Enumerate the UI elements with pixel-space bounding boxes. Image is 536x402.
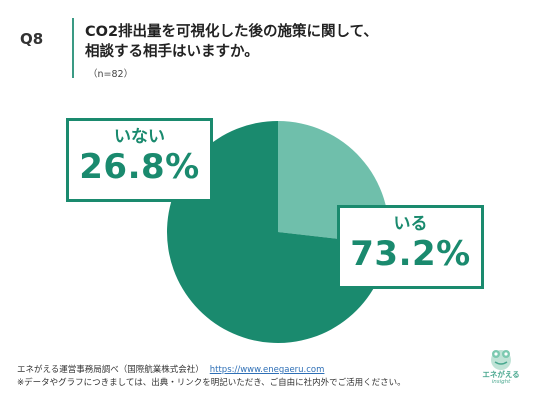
- pie-slice-iru: [166, 121, 389, 344]
- footer: エネがえる運営事務局調べ（国際航業株式会社） https://www.enegae…: [17, 364, 406, 390]
- footer-url-link[interactable]: https://www.enegaeru.com: [209, 365, 325, 375]
- callout-iru-value: 73.2%: [350, 234, 471, 274]
- question-number: Q8: [20, 30, 44, 48]
- question-title-line-1: CO2排出量を可視化した後の施策に関して、: [85, 24, 378, 40]
- enegaeru-frog-logo-icon: [491, 350, 511, 370]
- logo-subtext: insight: [491, 379, 511, 385]
- footer-source-line: エネがえる運営事務局調べ（国際航業株式会社） https://www.enegae…: [17, 364, 406, 377]
- logo-text: エネがえる: [482, 370, 520, 379]
- question-title: CO2排出量を可視化した後の施策に関して、 相談する相手はいますか。: [85, 22, 515, 62]
- callout-inai-value: 26.8%: [79, 147, 200, 187]
- callout-iru-label: いる: [393, 214, 428, 234]
- callout-inai-label: いない: [114, 127, 165, 147]
- enegaeru-logo: エネがえる insight: [476, 346, 526, 398]
- callout-iru: いる 73.2%: [337, 205, 484, 289]
- footer-source: エネがえる運営事務局調べ（国際航業株式会社）: [17, 365, 204, 375]
- question-title-line-2: 相談する相手はいますか。: [85, 44, 259, 60]
- question-divider: [72, 18, 74, 78]
- callout-inai: いない 26.8%: [66, 118, 213, 202]
- sample-size: （n=82）: [88, 69, 134, 80]
- footer-note: ※データやグラフにつきましては、出典・リンクを明記いただき、ご自由に社内外でご活…: [17, 378, 406, 388]
